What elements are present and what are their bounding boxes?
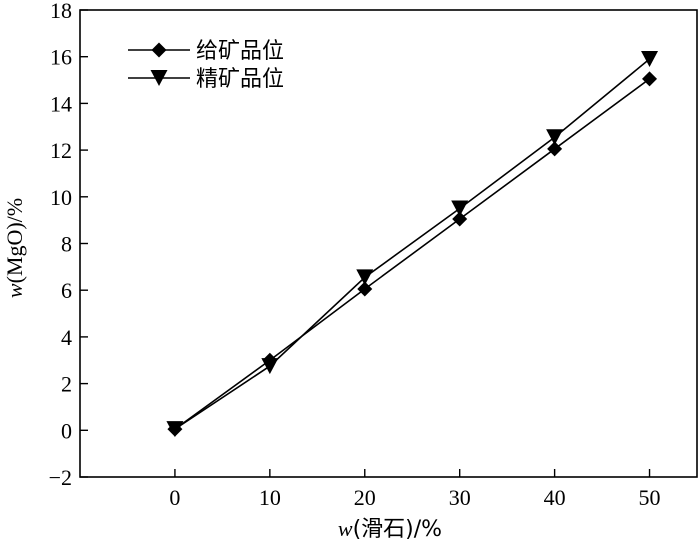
y-tick-label: 8	[61, 232, 72, 257]
x-tick-label: 10	[259, 485, 281, 510]
ticks: 0 10 20 30 40 50 −2 0 2 4 6 8 10 12 14 16 18	[49, 0, 661, 510]
data-point	[641, 51, 659, 68]
plot-frame	[79, 9, 698, 478]
y-tick-label: 4	[61, 325, 72, 350]
y-tick-label: 16	[50, 45, 72, 70]
legend-item: 精矿品位	[128, 67, 284, 92]
y-tick-label: 6	[61, 278, 72, 303]
series-1	[167, 71, 658, 437]
series-2	[166, 51, 659, 438]
legend-label: 精矿品位	[196, 67, 284, 92]
x-tick-label: 30	[449, 485, 471, 510]
data-point	[356, 269, 374, 286]
data-point	[357, 281, 373, 297]
x-tick-label: 50	[639, 485, 661, 510]
data-point	[642, 71, 658, 87]
series-line	[174, 78, 651, 430]
data-point	[547, 141, 563, 157]
y-tick-label: 12	[50, 138, 72, 163]
legend-item: 给矿品位	[128, 39, 284, 64]
legend-marker	[150, 70, 168, 86]
axes	[79, 9, 698, 478]
series-line	[174, 58, 651, 430]
y-tick-label: −2	[49, 465, 72, 490]
legend-label: 给矿品位	[196, 39, 284, 64]
x-tick-label: 20	[354, 485, 376, 510]
y-axis-title: w(MgO)/%	[2, 198, 27, 298]
x-axis-title: w(滑石)/%	[338, 516, 442, 542]
data-point	[546, 129, 564, 146]
y-tick-label: 14	[50, 91, 72, 116]
x-tick-label: 0	[169, 485, 180, 510]
y-tick-label: 0	[61, 418, 72, 443]
y-tick-label: 2	[61, 372, 72, 397]
legend-marker	[151, 42, 167, 58]
data-point	[452, 211, 468, 227]
y-tick-label: 10	[50, 185, 72, 210]
data-point	[261, 358, 279, 375]
data-point	[451, 200, 469, 217]
data-point	[166, 421, 184, 438]
y-tick-label: 18	[50, 0, 72, 23]
x-tick-label: 40	[544, 485, 566, 510]
series-group	[166, 51, 659, 438]
